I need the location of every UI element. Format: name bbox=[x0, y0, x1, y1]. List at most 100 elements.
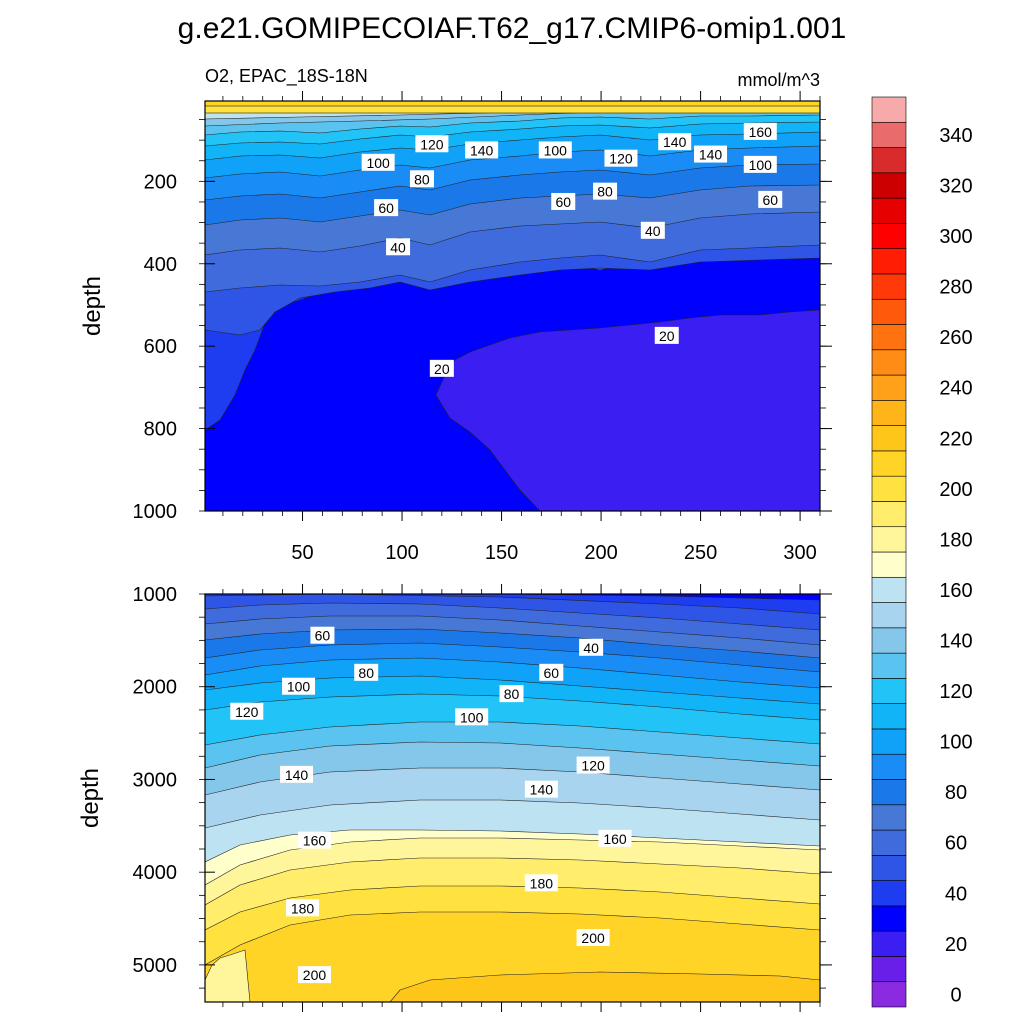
lower-contour-label: 100 bbox=[455, 708, 489, 726]
colorbar-swatch bbox=[871, 374, 907, 401]
contour-label-box bbox=[604, 149, 638, 167]
colorbar-swatch bbox=[871, 905, 907, 932]
colorbar-tick-label: 260 bbox=[939, 327, 972, 349]
upper-contour-labels: 120 140 100 80 60 40 100 120 140 140 160 100 80 60 60 4… bbox=[361, 122, 783, 377]
top-region-10b bbox=[435, 309, 820, 511]
chart-title: g.e21.GOMIPECOIAF.T62_g17.CMIP6-omip1.00… bbox=[178, 12, 847, 45]
lower-axes: 1000 2000 3000 4000 5000 bbox=[133, 584, 832, 1012]
contour-label-text: 140 bbox=[663, 134, 687, 150]
upper-ylabel: depth bbox=[79, 276, 106, 336]
colorbar-tick-label: 100 bbox=[939, 732, 972, 754]
contour-label-text: 80 bbox=[358, 665, 374, 681]
contour-label-box bbox=[409, 170, 434, 188]
colorbar-swatch bbox=[871, 273, 907, 300]
contour-label-text: 20 bbox=[434, 361, 450, 377]
colorbar-swatch bbox=[871, 147, 907, 174]
upper-contour-label: 100 bbox=[538, 141, 572, 159]
upper-contour-label: 60 bbox=[551, 192, 576, 210]
contour-label-text: 200 bbox=[581, 930, 605, 946]
colorbar-tick-label: 60 bbox=[945, 833, 967, 855]
colorbar-swatch bbox=[871, 779, 907, 806]
contour-label-box bbox=[658, 133, 692, 151]
contour-label-text: 180 bbox=[530, 875, 554, 891]
colorbar-swatch bbox=[871, 956, 907, 983]
contour-label-text: 140 bbox=[285, 767, 309, 783]
colorbar-tick-label: 340 bbox=[939, 125, 972, 147]
lower-contour-label: 160 bbox=[297, 831, 331, 849]
contour-label-text: 60 bbox=[378, 200, 394, 216]
contour-label-box bbox=[694, 145, 728, 163]
contour-label-box bbox=[282, 677, 316, 695]
contour-label-text: 60 bbox=[555, 194, 571, 210]
contour-label-text: 100 bbox=[366, 155, 390, 171]
upper-ytick-label: 200 bbox=[144, 171, 177, 193]
upper-contour-label: 20 bbox=[654, 326, 679, 344]
colorbar-swatch bbox=[871, 400, 907, 426]
contour-label-box bbox=[743, 122, 777, 140]
lower-contour-label: 200 bbox=[297, 966, 331, 984]
upper-contour-label: 140 bbox=[694, 145, 728, 163]
contour-label-text: 140 bbox=[470, 142, 494, 158]
contour-label-box bbox=[354, 663, 379, 681]
contour-label-box bbox=[539, 663, 564, 681]
upper-contour-label: 120 bbox=[604, 149, 638, 167]
colorbar-tick-label: 180 bbox=[939, 529, 972, 551]
bot-corner-light bbox=[205, 949, 251, 1002]
contour-label-box bbox=[524, 874, 558, 892]
contour-label-text: 120 bbox=[235, 704, 259, 720]
contour-label-box bbox=[598, 829, 632, 847]
contour-label-text: 60 bbox=[762, 192, 778, 208]
colorbar-swatch bbox=[871, 501, 907, 528]
contour-label-box bbox=[429, 359, 454, 377]
colorbar-swatch bbox=[871, 602, 907, 629]
colorbar-swatch bbox=[871, 324, 907, 351]
contour-label-text: 40 bbox=[645, 223, 661, 239]
contour-label-box bbox=[415, 135, 449, 153]
colorbar-swatch bbox=[871, 855, 907, 881]
contour-label-box bbox=[654, 326, 679, 344]
contour-label-box bbox=[465, 141, 499, 159]
contour-label-box bbox=[455, 708, 489, 726]
contour-label-text: 40 bbox=[390, 239, 406, 255]
lower-ytick-label: 3000 bbox=[133, 769, 178, 791]
contour-label-box bbox=[230, 702, 264, 720]
colorbar-swatch bbox=[871, 829, 907, 856]
upper-ytick-label: 600 bbox=[144, 336, 177, 358]
lower-contour-labels: 60 80 100 120 40 60 80 100 120 140 140 160 160 180 180… bbox=[230, 626, 632, 984]
contour-label-box bbox=[640, 221, 665, 239]
contour-label-box bbox=[524, 780, 558, 798]
contour-label-box bbox=[374, 199, 399, 217]
contour-label-box bbox=[280, 765, 314, 783]
lower-contour-label: 60 bbox=[539, 663, 564, 681]
upper-ytick-label: 400 bbox=[144, 254, 177, 276]
colorbar-swatch bbox=[871, 425, 907, 452]
upper-contour-label: 40 bbox=[386, 238, 411, 256]
colorbar-tick-label: 160 bbox=[939, 580, 972, 602]
contour-label-text: 180 bbox=[291, 900, 315, 916]
contour-label-box bbox=[499, 685, 524, 703]
colorbar-swatch bbox=[871, 551, 907, 578]
colorbar-tick-label: 20 bbox=[945, 934, 967, 956]
lower-contour-label: 120 bbox=[230, 702, 264, 720]
contour-label-text: 100 bbox=[460, 709, 484, 725]
lower-ytick-label: 1000 bbox=[133, 584, 178, 606]
lower-plot-frame bbox=[204, 593, 821, 1003]
upper-contour-label: 60 bbox=[758, 190, 783, 208]
colorbar-tick-label: 200 bbox=[939, 479, 972, 501]
colorbar-tick-labels: 0 20 40 60 80 100 120 140 160 180 200 220 240 260 280 3… bbox=[939, 125, 972, 1006]
colorbar-swatch bbox=[871, 703, 907, 730]
contour-label-text: 160 bbox=[749, 124, 773, 140]
bot-region-45 bbox=[205, 594, 820, 615]
upper-contour-label: 120 bbox=[415, 135, 449, 153]
colorbar-tick-label: 320 bbox=[939, 175, 972, 197]
colorbar-swatch bbox=[871, 248, 907, 275]
contour-label-box bbox=[386, 238, 411, 256]
lower-contour-label: 200 bbox=[576, 929, 610, 947]
contour-label-text: 120 bbox=[609, 151, 633, 167]
colorbar-tick-label: 120 bbox=[939, 681, 972, 703]
colorbar-swatch bbox=[871, 627, 907, 654]
colorbar-tick-label: 220 bbox=[939, 428, 972, 450]
contour-label-text: 80 bbox=[597, 184, 613, 200]
lower-contour-label: 120 bbox=[576, 756, 610, 774]
contour-label-text: 160 bbox=[603, 831, 627, 847]
